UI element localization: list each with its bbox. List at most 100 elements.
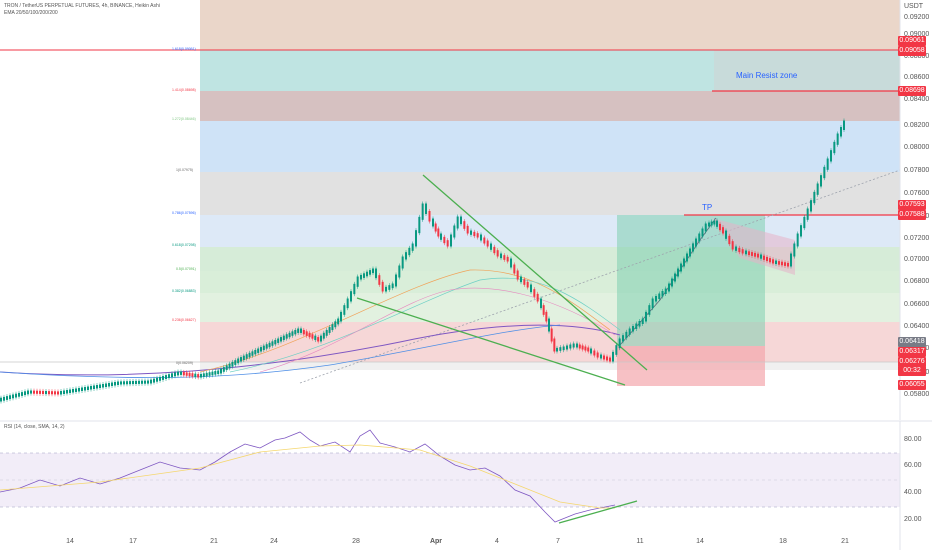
candle-body — [99, 384, 101, 388]
candle-body — [225, 365, 228, 371]
candle-body — [271, 341, 274, 346]
candle-body — [174, 372, 176, 377]
candle-body — [257, 348, 260, 353]
candle-body — [105, 383, 107, 387]
candle-body — [205, 372, 208, 377]
candle-body — [3, 396, 5, 401]
candle-body — [833, 141, 836, 154]
candle-body — [311, 334, 314, 339]
price-tick: 0.07200 — [904, 235, 930, 242]
ema-curve-purple — [0, 324, 621, 376]
candle-body — [748, 251, 750, 256]
candle-body — [177, 371, 179, 376]
candle-body — [645, 311, 647, 322]
tp-label[interactable]: TP — [702, 203, 713, 212]
candle-body — [165, 375, 167, 379]
candle-body — [135, 380, 137, 384]
price-tag: 00:32 — [898, 366, 926, 376]
candle-body — [366, 271, 368, 277]
candle-body — [6, 396, 8, 400]
candle-body — [356, 276, 359, 287]
candle-body — [738, 247, 741, 253]
candle-body — [214, 371, 217, 375]
price-tick: 0.08000 — [904, 144, 930, 151]
price-tick: 0.08800 — [904, 53, 930, 60]
price-tag: 0.09061 — [898, 36, 926, 46]
candle-body — [117, 381, 119, 385]
candle-body — [162, 376, 164, 380]
candle-body — [129, 381, 131, 385]
candle-body — [576, 343, 578, 348]
candle-body — [440, 233, 442, 240]
candle-body — [265, 344, 268, 349]
price-tag: 0.06317 — [898, 347, 926, 357]
candle-body — [274, 339, 277, 345]
candle-body — [476, 233, 479, 238]
candle-body — [559, 347, 562, 351]
candle-body — [606, 356, 608, 361]
price-tick: 0.07600 — [904, 190, 930, 197]
rsi-title: RSI (14, close, SMA, 14, 2) — [4, 424, 65, 430]
candle-body — [245, 354, 248, 359]
candle-body — [9, 395, 11, 400]
time-label: 21 — [841, 538, 849, 545]
candle-body — [590, 348, 592, 354]
candle-body — [572, 343, 575, 348]
time-label: 14 — [696, 538, 704, 545]
candle-body — [405, 252, 407, 260]
main-resist-zone-box — [714, 50, 900, 91]
currency-label: USDT — [904, 3, 924, 10]
candle-body — [111, 382, 113, 386]
candle-body — [408, 247, 411, 256]
candle-body — [102, 384, 104, 388]
candle-body — [820, 175, 822, 187]
candle-body — [147, 380, 149, 384]
main-resist-zone-label[interactable]: Main Resist zone — [736, 71, 798, 80]
candle-body — [222, 367, 225, 372]
candle-body — [530, 284, 532, 293]
candle-body — [716, 220, 718, 227]
candle-body — [194, 373, 197, 378]
candle-body — [268, 342, 271, 348]
candle-body — [294, 329, 297, 335]
candle-body — [141, 380, 143, 384]
candle-body — [503, 255, 506, 260]
candle-body — [635, 323, 638, 329]
fib-zone-1 — [200, 172, 900, 215]
candle-body — [836, 133, 839, 145]
candle-body — [415, 230, 417, 247]
candle-body — [796, 233, 799, 247]
candle-body — [728, 235, 731, 245]
candle-body — [784, 262, 786, 266]
candle-body — [159, 376, 161, 381]
candle-body — [150, 379, 152, 384]
candle-body — [584, 346, 587, 351]
candle-body — [622, 335, 624, 342]
fib-zone-0 — [200, 362, 900, 370]
candle-body — [493, 246, 496, 254]
time-label: Apr — [429, 538, 443, 545]
time-label: 28 — [352, 538, 360, 545]
candle-body — [581, 345, 584, 350]
candle-body — [123, 381, 125, 385]
candle-body — [45, 391, 47, 395]
candle-body — [33, 390, 35, 394]
candle-body — [30, 390, 32, 394]
candle-body — [618, 338, 621, 349]
candle-body — [651, 298, 654, 309]
candle-body — [751, 252, 753, 256]
candle-body — [185, 372, 188, 376]
candle-body — [701, 228, 704, 237]
candle-body — [391, 283, 394, 289]
candle-body — [291, 331, 294, 336]
candle-body — [766, 256, 768, 262]
candle-body — [745, 250, 747, 255]
price-tick: 0.09000 — [904, 31, 930, 38]
candle-body — [401, 256, 404, 269]
candle-body — [418, 216, 421, 234]
ema-curve-teal — [229, 277, 621, 373]
candle-body — [677, 268, 679, 277]
candle-body — [188, 372, 191, 377]
candle-body — [593, 350, 596, 356]
